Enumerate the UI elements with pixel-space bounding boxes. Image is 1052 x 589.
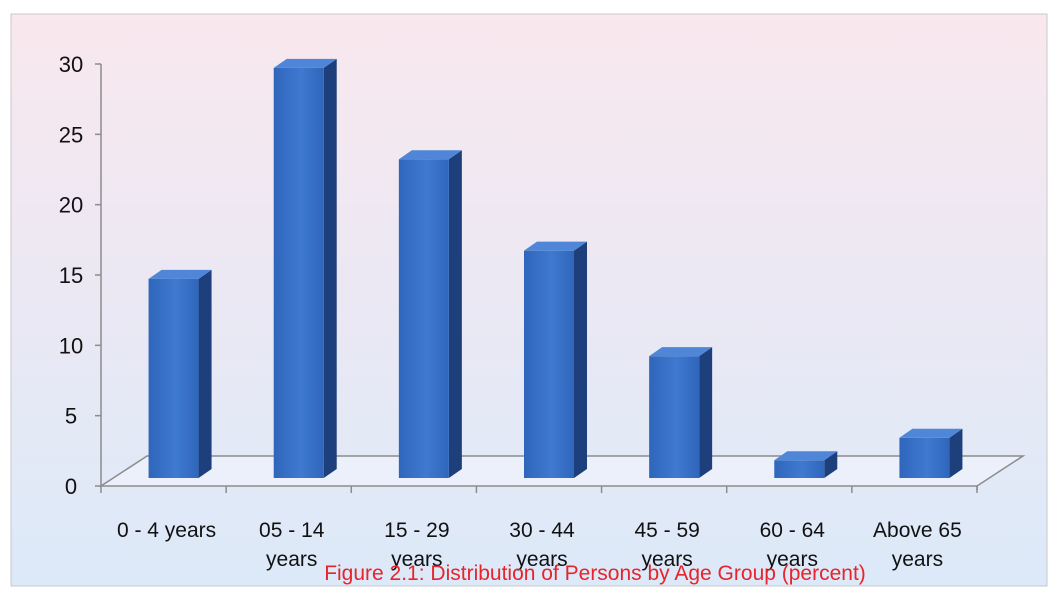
bar-side bbox=[699, 347, 713, 478]
bar-front bbox=[148, 278, 199, 478]
x-tick-label: 30 - 44 bbox=[509, 519, 575, 542]
y-tick-label: 25 bbox=[59, 122, 83, 147]
bar bbox=[899, 428, 963, 478]
y-tick-label: 0 bbox=[65, 474, 77, 499]
x-tick-label: 0 - 4 years bbox=[117, 519, 216, 542]
x-tick-label: years bbox=[516, 548, 567, 571]
x-tick-label: years bbox=[391, 548, 442, 571]
x-tick-label: years bbox=[641, 548, 692, 571]
bar-side bbox=[574, 241, 587, 478]
figure-caption: Figure 2.1: Distribution of Persons by A… bbox=[324, 562, 866, 585]
bar-top bbox=[774, 451, 838, 461]
x-tick-label: 05 - 14 bbox=[259, 519, 325, 542]
x-tick-label: 60 - 64 bbox=[760, 519, 826, 542]
bar bbox=[774, 451, 838, 478]
bars bbox=[148, 58, 963, 479]
x-tick-label: years bbox=[266, 548, 317, 571]
y-axis bbox=[95, 63, 978, 493]
bar-front bbox=[899, 437, 950, 478]
y-tick-label: 30 bbox=[59, 52, 83, 77]
bar-side bbox=[323, 58, 337, 479]
x-tick-label: years bbox=[892, 548, 943, 571]
bar-front bbox=[524, 250, 574, 478]
bar-side bbox=[824, 451, 838, 478]
y-tick-label: 5 bbox=[65, 404, 77, 429]
bar-top bbox=[398, 150, 462, 160]
x-tick-labels: 0 - 4 years 05 - 14 years 15 - 29 years 30 - … bbox=[117, 519, 962, 571]
x-tick-label: 15 - 29 bbox=[384, 519, 449, 542]
bar bbox=[398, 150, 462, 478]
y-tick-label: 10 bbox=[59, 333, 83, 358]
x-tick-label: 45 - 59 bbox=[634, 519, 699, 542]
bar-side bbox=[448, 150, 462, 478]
bar-top bbox=[899, 428, 963, 438]
bar-side bbox=[198, 269, 212, 478]
bar-front bbox=[398, 159, 449, 478]
bar-side bbox=[949, 428, 963, 478]
y-tick-labels: 0 5 10 15 20 25 30 bbox=[59, 52, 83, 499]
bar-top bbox=[273, 58, 337, 68]
bar-front bbox=[649, 356, 700, 478]
bar bbox=[649, 347, 713, 478]
x-tick-label: years bbox=[767, 548, 818, 571]
bar-top bbox=[148, 269, 212, 279]
x-tick-label: Above 65 bbox=[873, 519, 962, 542]
bar-top bbox=[524, 241, 587, 251]
bar-front bbox=[774, 460, 825, 478]
bar bbox=[273, 58, 337, 479]
bar bbox=[148, 269, 212, 478]
y-tick-label: 15 bbox=[59, 263, 83, 288]
bar bbox=[524, 241, 587, 478]
bar-front bbox=[273, 67, 324, 479]
y-tick-label: 20 bbox=[59, 193, 83, 218]
bar-top bbox=[649, 347, 713, 357]
